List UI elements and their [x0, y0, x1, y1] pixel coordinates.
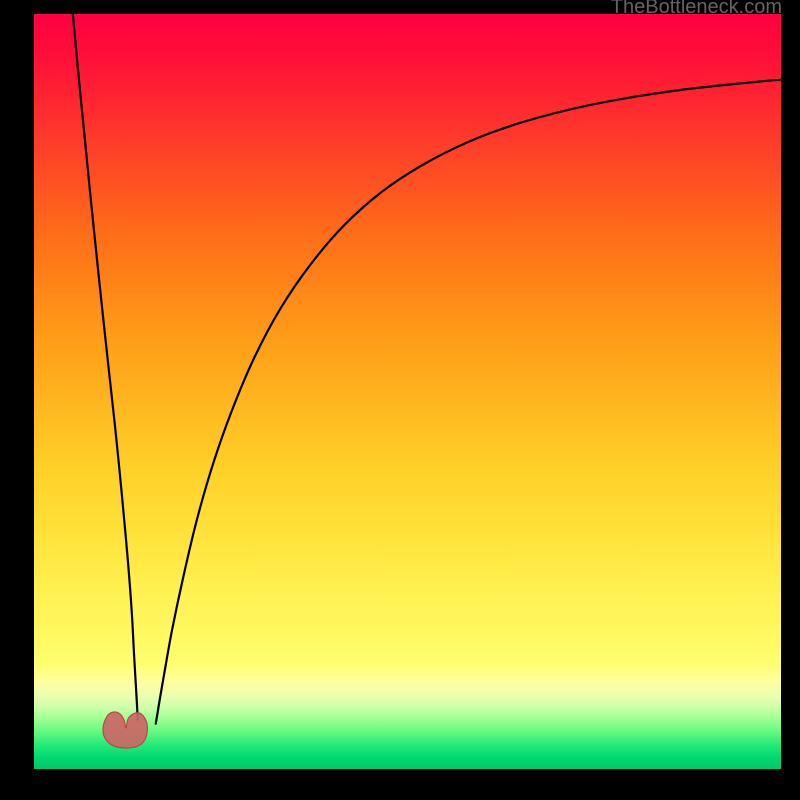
bottleneck-chart	[34, 14, 781, 769]
heatmap-gradient-background	[34, 14, 781, 769]
watermark-text: TheBottleneck.com	[611, 0, 782, 19]
stage: TheBottleneck.com	[0, 0, 800, 800]
